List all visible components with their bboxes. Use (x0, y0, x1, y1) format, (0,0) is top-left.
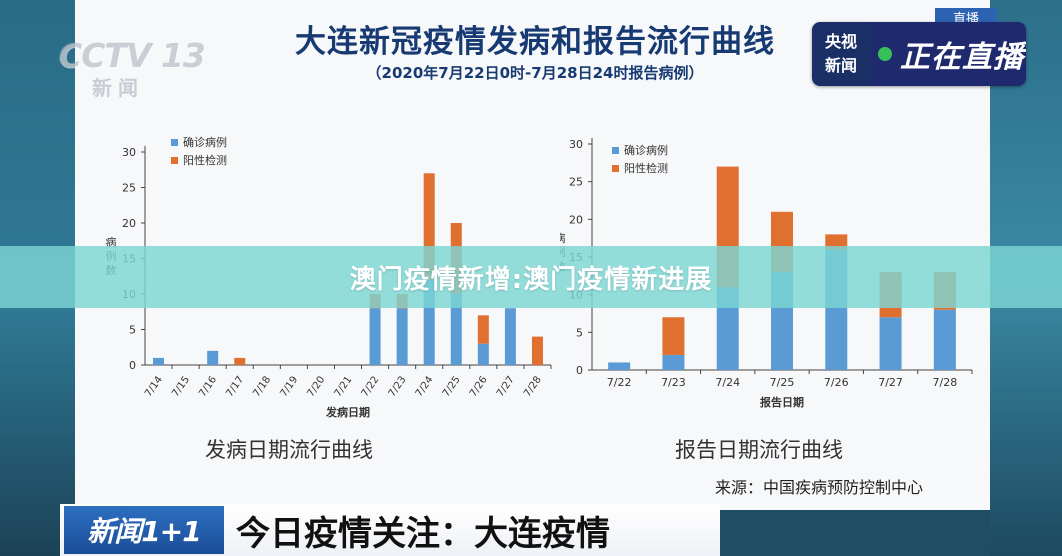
y-tick-label: 0 (129, 359, 136, 372)
y-tick-label: 25 (569, 176, 583, 189)
x-tick-label: 7/24 (414, 374, 436, 399)
x-tick-label: 7/14 (143, 374, 165, 399)
bar-segment (504, 308, 516, 365)
report-chart-caption: 报告日期流行曲线 (675, 438, 843, 462)
y-tick-label: 5 (576, 326, 583, 339)
y-tick-label: 25 (122, 182, 136, 195)
y-tick-label: 20 (122, 217, 136, 230)
x-tick-label: 7/25 (441, 374, 463, 399)
x-tick-label: 7/16 (197, 374, 219, 399)
live-dot-icon (878, 47, 892, 61)
x-tick-label: 7/18 (251, 374, 273, 399)
x-tick-label: 7/20 (305, 374, 327, 399)
x-tick-label: 7/15 (170, 374, 192, 399)
cctv-news-watermark: 新闻 (92, 76, 144, 100)
page-subtitle: （2020年7月22日0时-7月28日24时报告病例） (366, 64, 704, 82)
legend-swatch (171, 157, 178, 164)
y-tick-label: 30 (569, 138, 583, 151)
lower-third-headline: 今日疫情关注：大连疫情 (236, 514, 610, 554)
y-axis-label: 病 (560, 231, 566, 245)
bar-segment (933, 309, 956, 370)
y-tick-label: 5 (129, 324, 136, 337)
program-logo: 新闻1+1 (64, 506, 224, 554)
x-tick-label: 7/17 (224, 374, 246, 399)
x-tick-label: 7/21 (333, 374, 355, 399)
bar-segment (396, 308, 408, 365)
x-tick-label: 7/23 (387, 374, 409, 399)
x-tick-label: 7/26 (468, 374, 490, 399)
badge-line-1: 央视 (824, 32, 857, 51)
x-tick-label: 7/25 (770, 376, 795, 389)
bar-segment (450, 294, 462, 365)
bar-segment (477, 315, 489, 344)
bar-segment (662, 354, 685, 370)
bar-segment (879, 317, 902, 370)
legend-label: 确诊病例 (624, 143, 668, 157)
legend-label: 阳性检测 (183, 153, 227, 167)
x-tick-label: 7/28 (933, 376, 958, 389)
headline-banner: 澳门疫情新增:澳门疫情新进展 (0, 246, 1062, 308)
source-credit: 来源：中国疾病预防控制中心 (715, 478, 924, 497)
x-tick-label: 7/26 (824, 376, 849, 389)
bar-segment (234, 357, 246, 365)
x-tick-label: 7/27 (878, 376, 903, 389)
y-tick-label: 30 (122, 146, 136, 159)
y-tick-label: 0 (576, 364, 583, 377)
bar-segment (153, 357, 165, 365)
x-tick-label: 7/22 (360, 374, 382, 399)
y-tick-label: 20 (569, 213, 583, 226)
onset-chart-caption: 发病日期流行曲线 (205, 438, 373, 462)
cctv-news-logo: 央视 新闻 (812, 22, 870, 86)
x-axis-label: 发病日期 (325, 405, 370, 419)
badge-line-2: 新闻 (824, 56, 857, 75)
bar-segment (825, 234, 848, 250)
x-axis-label: 报告日期 (760, 395, 804, 409)
banner-text: 澳门疫情新增:澳门疫情新进展 (349, 264, 713, 295)
live-badge: 央视 新闻 正在直播 (812, 22, 1026, 86)
x-tick-label: 7/24 (715, 376, 740, 389)
legend-label: 阳性检测 (624, 161, 668, 175)
live-text: 正在直播 (900, 40, 1024, 75)
legend-swatch (612, 165, 619, 172)
x-tick-label: 7/19 (278, 374, 300, 399)
cctv-logo: CCTV 13 (58, 36, 206, 75)
bar-segment (608, 362, 631, 370)
bar-segment (369, 308, 381, 365)
x-tick-label: 7/23 (661, 376, 686, 389)
bar-segment (477, 343, 489, 365)
bar-segment (662, 317, 685, 355)
live-indicator: 正在直播 (870, 22, 1026, 86)
x-tick-label: 7/28 (522, 374, 544, 399)
legend-swatch (612, 147, 619, 154)
bar-segment (531, 336, 543, 365)
x-tick-label: 7/22 (607, 376, 632, 389)
bar-segment (423, 173, 435, 280)
bar-segment (207, 350, 219, 365)
bar-segment (423, 279, 435, 365)
x-tick-label: 7/27 (495, 374, 517, 399)
page-title: 大连新冠疫情发病和报告流行曲线 (295, 24, 775, 60)
y-axis-label: 病 (106, 235, 117, 249)
legend-swatch (171, 139, 178, 146)
legend-label: 确诊病例 (183, 135, 227, 149)
